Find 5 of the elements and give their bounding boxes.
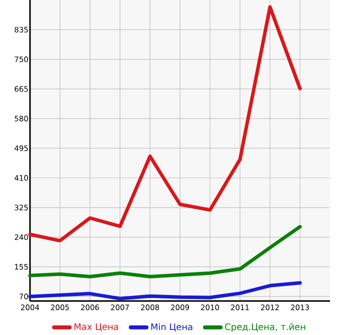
line-series: [28, 5, 302, 242]
line-series: [28, 224, 302, 278]
legend-label: Сред.Цена, т.йен: [225, 323, 306, 332]
legend-label: Min Цена: [151, 323, 192, 332]
legend-label: Max Цена: [74, 323, 118, 332]
